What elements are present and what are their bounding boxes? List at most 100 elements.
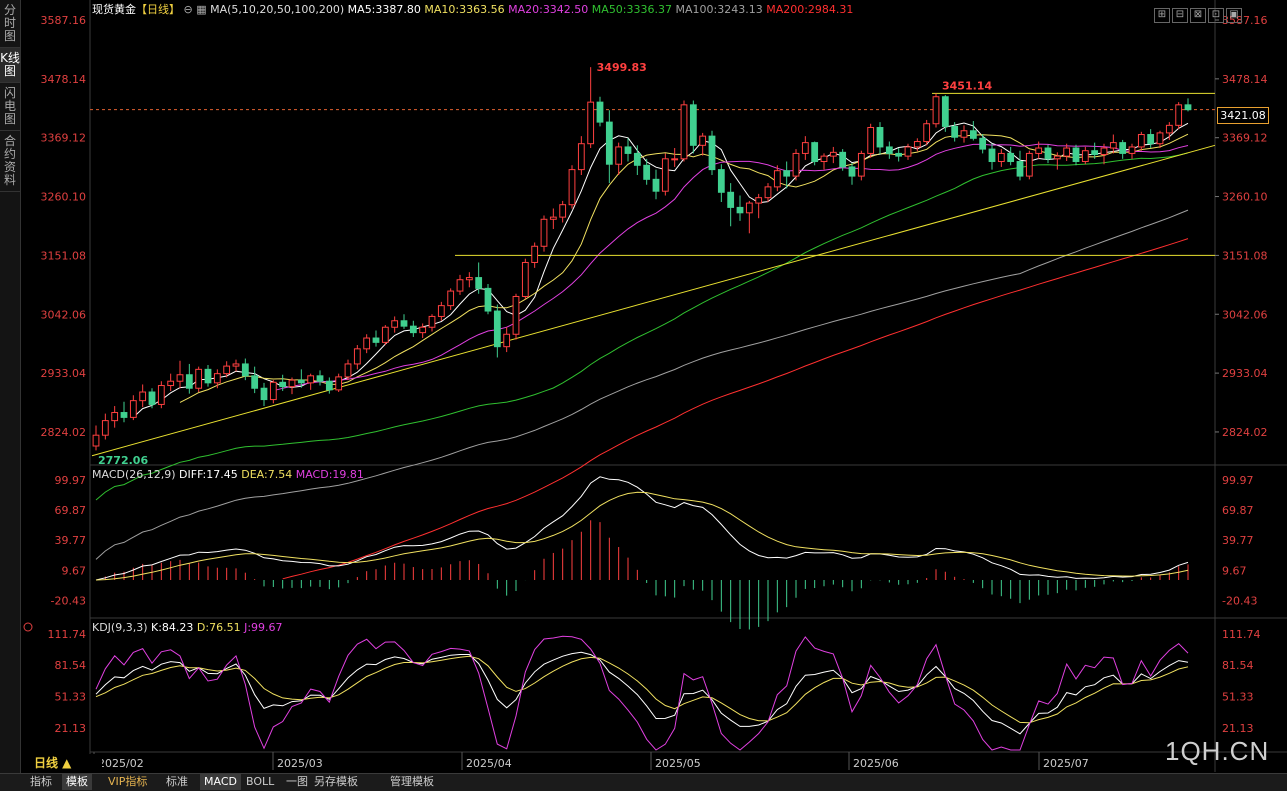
kdj-tick-left: 51.33 [55,691,87,704]
period-selector-button[interactable]: 日线 ▲ [22,754,102,772]
candle-body [456,279,464,292]
candle-body [1175,104,1183,126]
window-control-0-icon[interactable]: ⊞ [1154,8,1170,23]
candle-body [269,381,277,401]
candle-body [895,152,903,157]
d-line [95,655,1189,724]
y-tick-left: 2824.02 [41,426,87,439]
bottom-tab-2[interactable]: VIP指标 [108,775,148,788]
bottom-tab-0[interactable]: 指标 [30,775,52,788]
candle-body [437,305,445,317]
candle-body [1081,150,1089,163]
y-tick-left: 3260.10 [41,191,87,204]
candle-body [400,320,408,327]
bottom-tab-8[interactable]: 管理模板 [390,775,434,788]
window-control-3-icon[interactable]: ⊡ [1208,8,1224,23]
kdj-tick-right: 81.54 [1222,659,1254,672]
candle-body [241,363,249,377]
candle-body [820,155,828,163]
kdj-tick-right: 111.74 [1222,628,1261,641]
candle-body [232,363,240,367]
candle-body [251,375,259,389]
candle-body [540,218,548,247]
kdj-tick-left: 21.13 [55,722,87,735]
side-tab-1[interactable]: K线图 [0,48,20,83]
y-tick-right: 3042.06 [1222,308,1268,321]
x-axis-label: 2025/06 [853,757,899,770]
candle-body [195,368,203,389]
kdj-tick-left: 81.54 [55,659,87,672]
candle-body [773,170,781,188]
candle-body [559,204,567,218]
ma20-line [273,143,1189,392]
candle-body [1156,132,1164,145]
candle-body [157,385,165,405]
candle-body [381,326,389,343]
candle-body [1007,152,1015,163]
candle-body [661,158,669,192]
macd-tick-left: -20.43 [51,594,86,607]
candle-body [652,178,660,192]
candle-body [92,434,100,447]
candle-body [839,151,847,168]
bottom-toolbar: 指标 模板 VIP指标 标准 MACD BOLL 一图 另存模板 管理模板 [0,773,1287,791]
candle-body [101,420,109,436]
candle-body [185,374,193,389]
candle-body [876,127,884,148]
candle-body [755,197,763,204]
candle-body [979,137,987,150]
candle-body [885,146,893,154]
bottom-tab-7[interactable]: 另存模板 [314,775,358,788]
candle-body [409,325,417,334]
candle-body [1119,142,1127,154]
bottom-tab-4[interactable]: MACD [200,774,241,790]
candle-body [260,387,268,401]
candle-body [167,380,175,387]
candle-body [503,333,511,348]
candle-body [391,320,399,328]
candle-body [475,277,483,289]
x-axis-label: 2025/04 [466,757,512,770]
window-control-1-icon[interactable]: ⊟ [1172,8,1188,23]
candle-body [1128,146,1136,154]
y-tick-right: 3151.08 [1222,249,1268,262]
candle-body [335,376,343,391]
candle-body [279,381,287,388]
side-tab-2[interactable]: 闪电图 [0,83,20,131]
kdj-header: KDJ(9,3,3) K:84.23 D:76.51 J:99.67 [92,621,283,634]
candle-body [325,380,333,391]
candle-body [913,141,921,148]
window-control-2-icon[interactable]: ⊠ [1190,8,1206,23]
candle-body [1100,147,1108,155]
k-line [95,651,1189,735]
candle-body [577,143,585,171]
macd-tick-left: 9.67 [62,564,87,577]
candle-body [867,127,875,154]
candle-body [288,379,296,388]
macd-tick-right: 9.67 [1222,564,1247,577]
candle-body [176,374,184,382]
candle-body [307,375,315,384]
bottom-tab-1[interactable]: 模板 [62,774,92,790]
candle-body [493,310,501,348]
candle-body [764,186,772,199]
candle-body [941,96,949,127]
window-control-4-icon[interactable]: ▣ [1226,8,1242,23]
candle-body [1147,134,1155,145]
candle-body [568,169,576,206]
bottom-tab-5[interactable]: BOLL [246,775,275,788]
macd-tick-right: -20.43 [1222,594,1257,607]
candle-body [745,202,753,214]
bottom-tab-6[interactable]: 一图 [286,775,308,788]
side-tab-3[interactable]: 合约资料 [0,131,20,192]
side-tab-bar: 分时图 K线图 闪电图 合约资料 [0,0,21,773]
side-tab-0[interactable]: 分时图 [0,0,20,48]
candle-body [1184,104,1192,111]
bottom-tab-3[interactable]: 标准 [166,775,188,788]
candle-body [727,191,735,208]
macd-tick-right: 39.77 [1222,534,1254,547]
candle-body [531,245,539,263]
high-label: 3499.83 [597,61,647,74]
candle-body [717,169,725,193]
